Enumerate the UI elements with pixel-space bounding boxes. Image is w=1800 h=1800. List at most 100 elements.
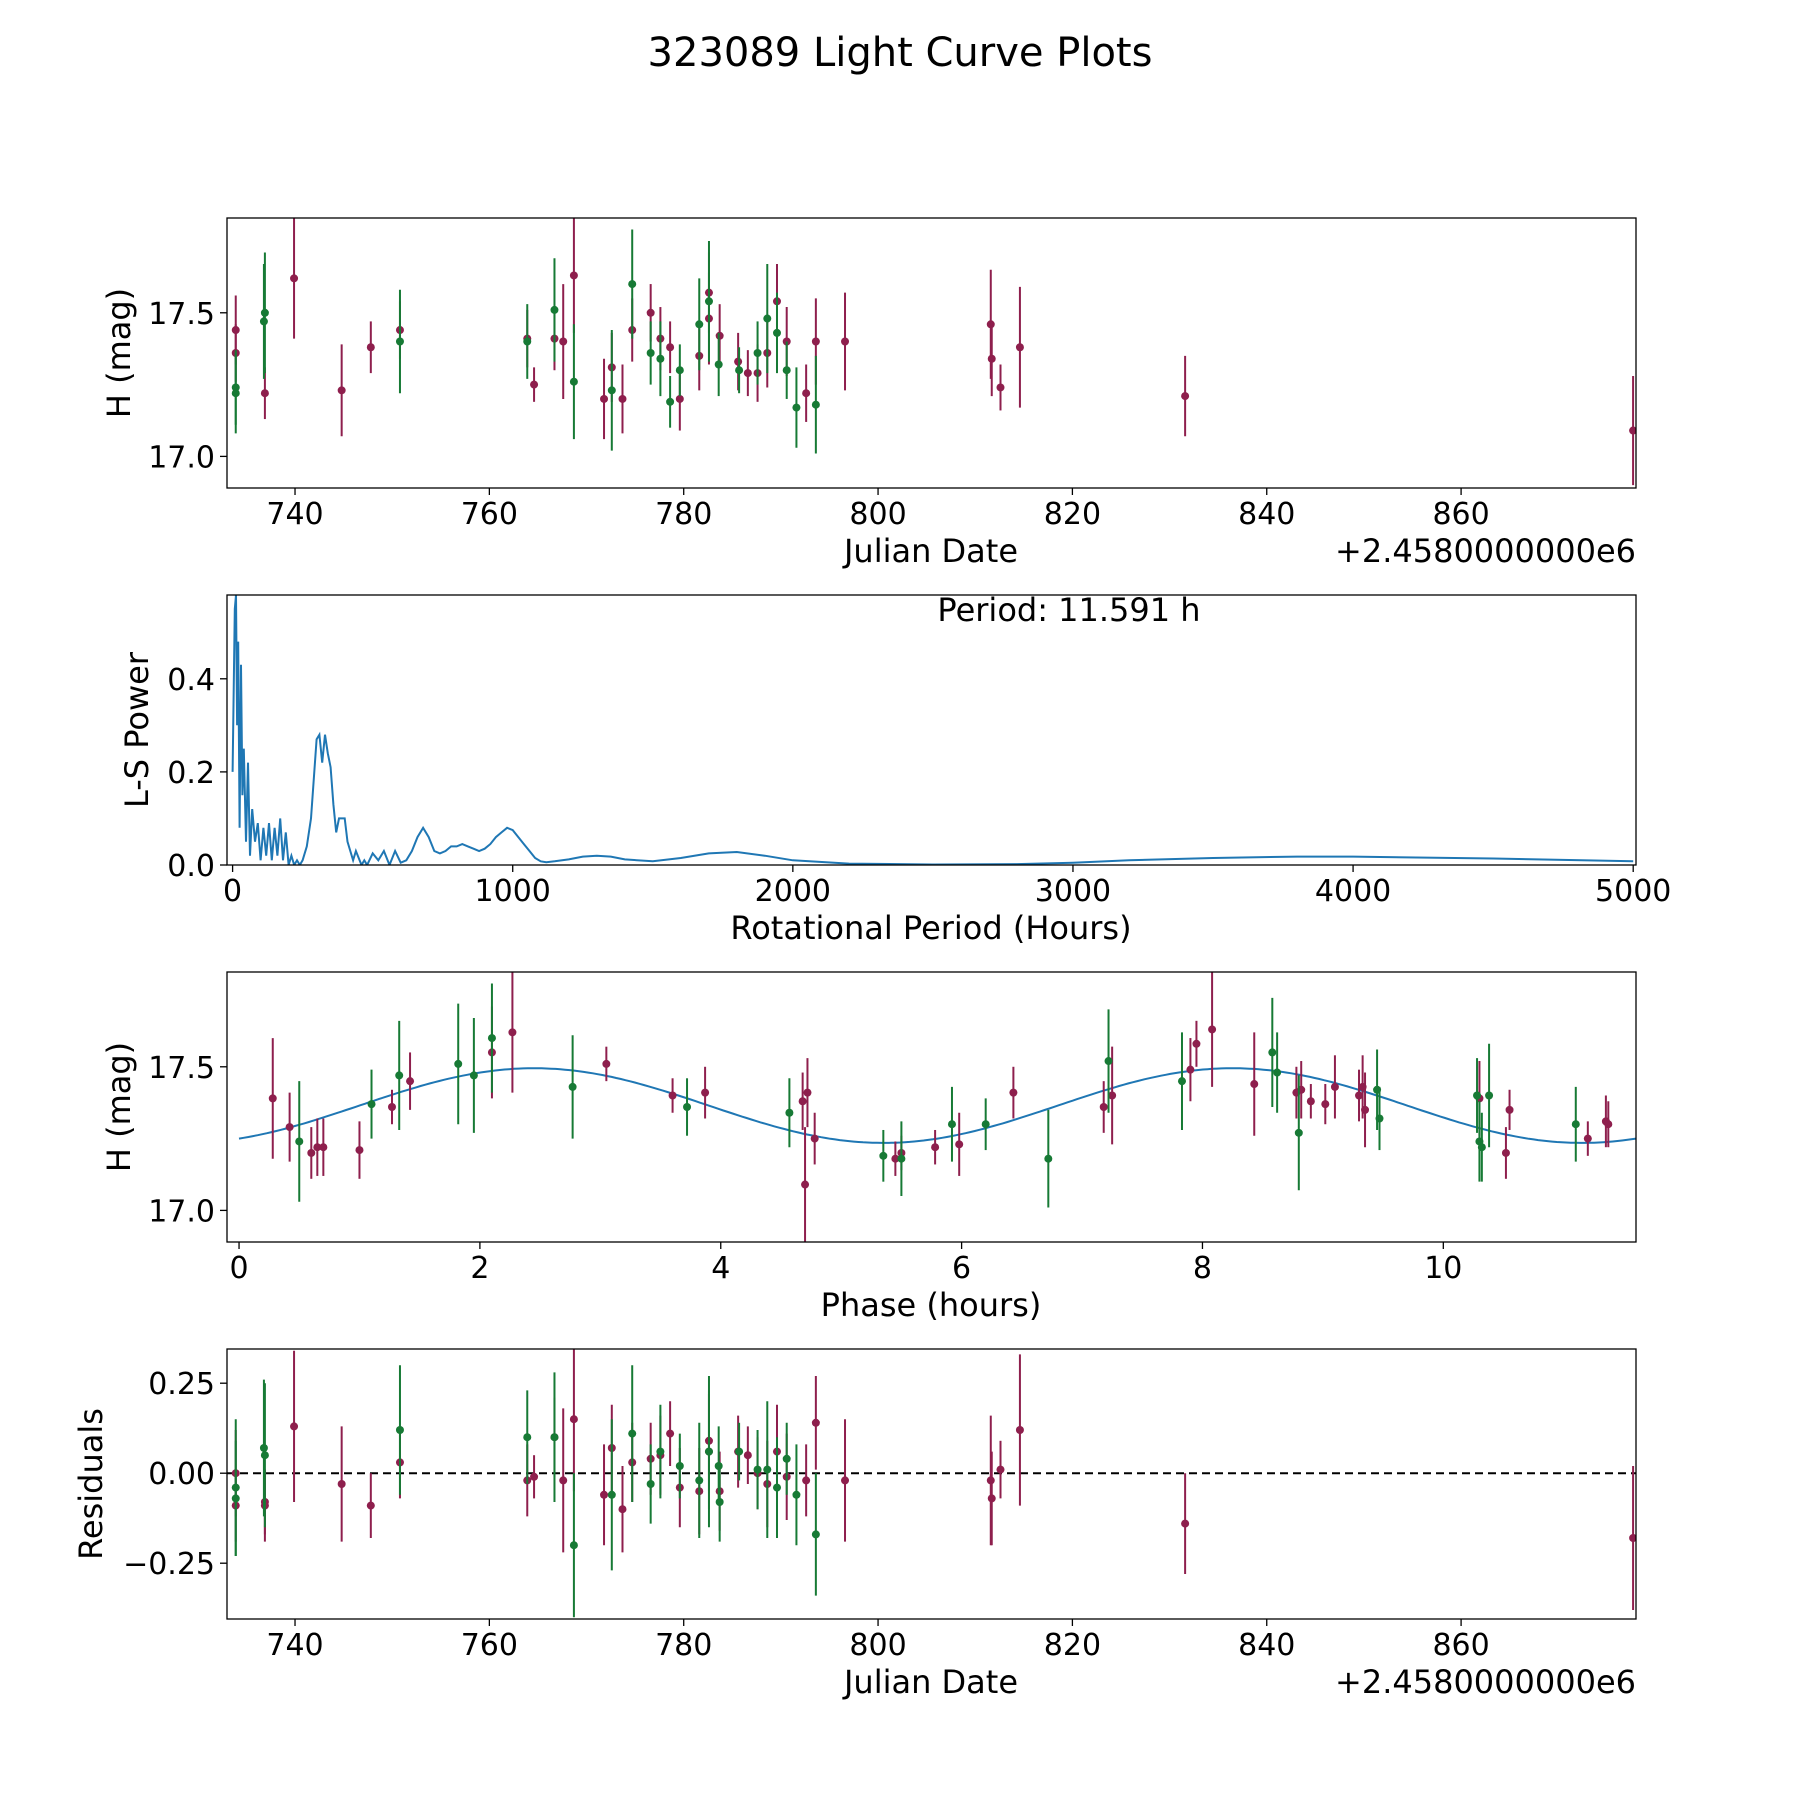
residuals-green-point (715, 1498, 724, 1506)
phased-purple-point (701, 1088, 710, 1097)
residuals-purple-point (1629, 1534, 1636, 1542)
lightcurve-green-point (523, 337, 532, 346)
phased-purple-point (1505, 1105, 1514, 1114)
phased-green-point (295, 1137, 304, 1146)
residuals-ylabel: Residuals (72, 1408, 110, 1560)
lightcurve-purple-point (337, 386, 346, 395)
phased-xtick-label: 8 (1193, 1251, 1212, 1286)
phased-green-point (1477, 1143, 1486, 1152)
phased-purple-point (1009, 1088, 1018, 1097)
periodogram-xtick-label: 5000 (1595, 874, 1671, 909)
phased-green-point (1294, 1128, 1303, 1137)
residuals-green-point (395, 1426, 404, 1434)
lightcurve-green-point (666, 397, 675, 406)
lightcurve-green-point (675, 366, 684, 375)
lightcurve-purple-point (1015, 343, 1024, 352)
phased-green-point (785, 1108, 794, 1117)
residuals-green-point (704, 1447, 713, 1456)
lightcurve-green-point (628, 280, 637, 289)
residuals-purple-point (802, 1476, 811, 1485)
residuals-green-point (792, 1490, 801, 1499)
lightcurve-green-point (607, 386, 616, 395)
lightcurve-ylabel: H (mag) (100, 288, 138, 418)
residuals-ytick-label: −0.25 (123, 1547, 215, 1582)
residuals-green-point (695, 1476, 704, 1485)
phased-purple-point (319, 1143, 328, 1152)
phased-purple-point (508, 1028, 517, 1037)
lightcurve-xtick-label: 780 (655, 497, 712, 532)
phased-green-point (947, 1120, 956, 1129)
phased-xtick-label: 2 (470, 1251, 489, 1286)
residuals-xtick-label: 820 (1044, 1628, 1101, 1663)
residuals-green-point (656, 1447, 665, 1456)
lightcurve-purple-point (530, 380, 539, 389)
periodogram-xtick-label: 2000 (755, 874, 831, 909)
phased-green-point (395, 1071, 404, 1080)
lightcurve-ytick-label: 17.5 (148, 297, 215, 332)
lightcurve-green-point (260, 308, 269, 317)
residuals-purple-point (366, 1501, 375, 1510)
phased-ytick-label: 17.0 (148, 1194, 215, 1229)
figure-title: 323089 Light Curve Plots (648, 30, 1153, 76)
residuals-offset-text: +2.4580000000e6 (1335, 1663, 1636, 1701)
periodogram-ytick-label: 0.0 (167, 849, 215, 884)
phased-xtick-label: 6 (952, 1251, 971, 1286)
phased-model-curve (238, 1067, 1636, 1144)
phased-purple-point (1361, 1105, 1370, 1114)
phased-xtick-label: 10 (1424, 1251, 1462, 1286)
lightcurve-green-point (695, 320, 704, 329)
residuals-green-point (782, 1454, 791, 1463)
lightcurve-green-point (735, 366, 744, 375)
lightcurve-purple-point (646, 308, 655, 317)
periodogram-xlabel: Rotational Period (Hours) (730, 909, 1131, 947)
lightcurve-purple-point (666, 343, 675, 352)
phased-green-point (1104, 1057, 1113, 1066)
residuals-purple-point (811, 1418, 820, 1427)
lightcurve-purple-point (290, 274, 299, 283)
phased-purple-point (1321, 1100, 1330, 1109)
phased-xtick-label: 0 (229, 1251, 248, 1286)
periodogram-ytick-label: 0.4 (167, 663, 215, 698)
lightcurve-purple-point (600, 394, 609, 403)
phased-green-point (469, 1071, 478, 1080)
phased-purple-point (1099, 1103, 1108, 1111)
lightcurve-panel: 740 760 780 800 820 840 860 17.0 17.5 Julian Dat… (100, 217, 1637, 570)
lightcurve-green-point (656, 354, 665, 363)
phased-purple-point (406, 1077, 415, 1086)
lightcurve-green-point (792, 403, 801, 412)
residuals-xtick-label: 780 (655, 1628, 712, 1663)
phased-green-point (1044, 1154, 1053, 1163)
residuals-green-point (735, 1447, 744, 1456)
phased-purple-point (355, 1146, 364, 1155)
phased-green-point (1473, 1091, 1482, 1100)
phased-purple-point (810, 1134, 819, 1143)
period-annotation: Period: 11.591 h (937, 591, 1200, 629)
residuals-axes: 740 760 780 800 820 840 860 0.25 0.00 −0.25 (123, 1367, 1490, 1663)
phased-green-point (1375, 1114, 1384, 1123)
lightcurve-frame (226, 217, 1637, 489)
periodogram-ytick-label: 0.2 (167, 756, 215, 791)
lightcurve-green-point (704, 297, 713, 306)
residuals-green-point (763, 1465, 772, 1474)
residuals-green-point (550, 1433, 559, 1442)
phased-purple-point (1330, 1082, 1339, 1091)
phased-green-point (454, 1059, 463, 1068)
lightcurve-xtick-label: 860 (1432, 497, 1489, 532)
phased-purple-point (307, 1148, 316, 1157)
phased-purple-point (268, 1094, 277, 1103)
residuals-marks (227, 1349, 1636, 1618)
lightcurve-purple-point (260, 389, 269, 398)
phased-green-point (683, 1103, 692, 1111)
lightcurve-green-point (772, 328, 781, 337)
residuals-purple-point (337, 1480, 346, 1488)
lightcurve-purple-point (569, 271, 578, 280)
lightcurve-axes: 740 760 780 800 820 840 860 17.0 17.5 (148, 297, 1490, 532)
residuals-purple-point (1015, 1426, 1024, 1434)
residuals-green-point (260, 1451, 269, 1460)
phased-panel: 0 2 4 6 8 10 17.0 17.5 Phase (hours) H (mag) (100, 971, 1637, 1324)
phased-ylabel: H (mag) (100, 1042, 138, 1172)
phased-green-point (367, 1100, 376, 1109)
residuals-xtick-label: 860 (1432, 1628, 1489, 1663)
phased-purple-point (1583, 1134, 1592, 1143)
